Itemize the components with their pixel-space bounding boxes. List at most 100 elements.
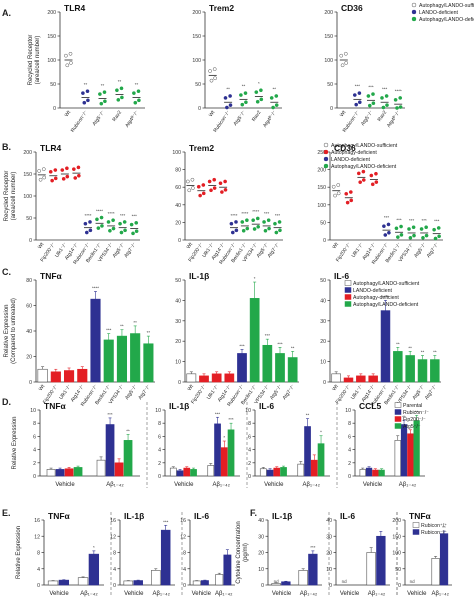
bar [297,463,305,477]
y-axis-label: Cytokine Concentration [236,521,242,583]
data-point [82,100,87,105]
legend-marker [412,522,420,528]
chart-title: TNFα [44,401,67,411]
data-point [357,100,362,105]
panel-letter: B. [2,142,11,152]
legend-label: Autophagy/LANDO-sufficient [353,281,420,287]
significance-label: ** [306,413,310,418]
x-tick-label: Rav2 [251,110,263,123]
y-tick-label: 40 [320,298,326,304]
data-point [103,99,107,104]
data-point [411,225,416,230]
y-tick-label: 4 [183,567,186,573]
group-label: Aβ₁₋₄₂ [399,482,417,488]
data-point [134,220,139,225]
y-tick-label: 4 [33,448,36,454]
data-point [386,222,391,227]
bar [50,371,61,383]
data-point [367,103,372,108]
y-axis-label: (pg/ml) [243,543,249,562]
y-tick-label: 0 [348,474,351,480]
y-tick-label: 150 [192,34,201,40]
bar [405,355,415,383]
group-label: Vehicle [192,591,212,597]
bar [393,351,403,383]
legend-label: Autophagy/LANDO-sufficient [331,143,398,149]
data-point [273,221,277,226]
bar [280,467,287,477]
data-point [38,177,43,182]
data-point [244,100,248,105]
data-point [240,220,245,224]
bar [266,469,274,477]
y-tick-label: 100 [192,58,201,64]
bar [160,529,171,586]
y-tick-label: 0 [33,474,36,480]
data-point [269,96,274,100]
y-tick-label: 4 [113,567,116,573]
x-tick-label: Atg5⁻/⁻ [91,109,106,127]
data-point [336,191,341,196]
data-point [201,191,206,196]
x-tick-label: Rav2 [112,110,124,123]
y-tick-label: 30 [175,319,181,325]
chart-title: CD36 [334,143,356,153]
data-point [354,102,359,107]
significance-label: *** [355,84,361,89]
x-tick-label: Atg4ᴮ⁻/⁻ [124,109,140,128]
bar [331,373,341,383]
data-point [385,103,389,107]
y-tick-label: 8 [348,421,351,427]
chart-1: Trem2050100150200Wt**Rubicon⁻/⁻**Atg5⁻/⁻… [192,3,282,134]
data-point [212,186,217,190]
data-point [212,177,217,182]
y-tick-label: 10 [175,360,181,366]
y-tick-label: 20 [258,551,264,557]
data-point [209,78,214,83]
y-tick-label: 0 [29,238,32,244]
data-point [228,103,233,107]
chart-title: IL-6 [259,401,274,411]
significance-label: ** [118,79,122,84]
bar [143,343,154,383]
y-tick-label: 0 [37,583,40,589]
panel-letter: A. [2,8,11,18]
data-point [271,105,275,110]
data-point [266,218,271,223]
legend-label: Autophagy/LANDO-deficient [419,17,474,23]
y-tick-label: 12 [34,534,40,540]
y-tick-label: 150 [317,185,326,191]
x-tick-label: Wt [187,383,196,392]
y-tick-label: 50 [26,216,32,222]
legend-marker [323,156,329,162]
data-point [357,91,362,95]
bar [308,553,318,586]
legend-label: Autophagy-deficient [331,150,377,156]
data-point [223,187,228,192]
bar [262,344,273,383]
significance-label: ** [133,320,137,325]
bar [77,577,89,586]
bar [368,375,378,383]
bar [275,353,285,383]
data-point [122,220,127,224]
data-point [42,175,47,180]
data-point [383,233,388,237]
legend-marker [411,9,417,15]
bar [220,447,228,477]
bar [46,469,56,477]
legend: Rubicon⁺/⁺Rubicon⁻/⁻ [412,522,447,536]
data-point [64,53,68,58]
bar [116,335,128,383]
data-point [185,179,190,184]
bar [378,469,385,477]
significance-label: * [254,276,256,281]
legend-marker [394,423,402,429]
y-tick-label: 50 [327,82,333,88]
y-tick-label: 2 [33,461,36,467]
significance-label: ** [147,330,151,335]
data-point [251,218,256,223]
x-tick-label: Atg5⁻/⁻ [232,109,247,127]
chart-title: CD36 [341,3,363,13]
data-point [71,167,76,172]
